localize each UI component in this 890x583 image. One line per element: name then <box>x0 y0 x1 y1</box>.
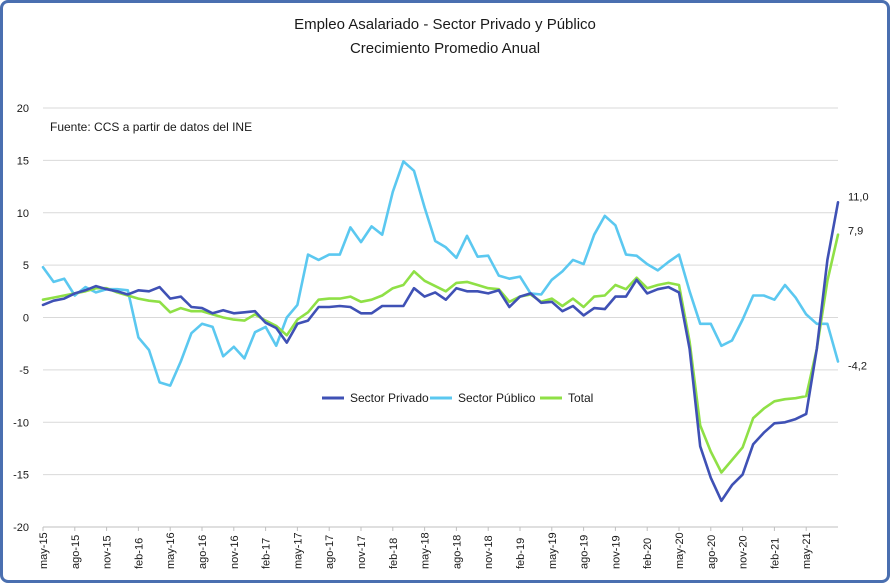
y-tick-label: 20 <box>17 103 29 115</box>
y-tick-label: 10 <box>17 208 29 220</box>
y-tick-label: 0 <box>23 313 29 325</box>
x-tick-label: may-21 <box>801 532 813 569</box>
x-tick-label: may-19 <box>547 532 559 569</box>
series-line-sector-privado <box>41 201 840 503</box>
end-value-label: 7,9 <box>848 226 863 238</box>
end-value-label: 11,0 <box>848 191 869 203</box>
x-tick-label: may-15 <box>38 532 50 569</box>
y-tick-label: -5 <box>19 365 29 377</box>
x-tick-label: ago-20 <box>706 535 718 569</box>
gridlines <box>43 107 838 528</box>
source-note: Fuente: CCS a partir de datos del INE <box>50 120 252 134</box>
x-axis-ticks: may-15 ago-15 nov-15 feb-16 may-16 ago-16 nov-… <box>38 527 813 569</box>
x-tick-label: feb-18 <box>388 538 400 569</box>
x-tick-label: may-20 <box>674 532 686 569</box>
x-tick-label: ago-19 <box>579 535 591 569</box>
x-tick-label: feb-20 <box>642 538 654 569</box>
x-tick-label: feb-17 <box>261 538 273 569</box>
x-tick-label: may-18 <box>420 532 432 569</box>
x-tick-label: nov-20 <box>738 535 750 569</box>
x-tick-label: ago-15 <box>70 535 82 569</box>
x-tick-label: nov-17 <box>356 535 368 569</box>
end-labels: 11,0 7,9 -4,2 <box>848 191 869 372</box>
end-value-label: -4,2 <box>848 360 867 372</box>
x-tick-label: feb-16 <box>133 538 145 569</box>
x-tick-label: nov-16 <box>229 535 241 569</box>
y-tick-label: -10 <box>13 417 29 429</box>
chart-title: Empleo Asalariado - Sector Privado y Púb… <box>294 16 596 33</box>
legend-label: Sector Privado <box>350 391 429 405</box>
y-tick-label: -15 <box>13 470 29 482</box>
x-tick-label: nov-15 <box>102 535 114 569</box>
x-tick-label: nov-19 <box>610 535 622 569</box>
y-tick-label: 15 <box>17 155 29 167</box>
series-line-total <box>41 233 840 474</box>
x-tick-label: may-17 <box>292 532 304 569</box>
x-tick-label: ago-17 <box>324 535 336 569</box>
x-tick-label: feb-19 <box>515 538 527 569</box>
y-tick-label: -20 <box>13 522 29 534</box>
x-tick-label: ago-16 <box>197 535 209 569</box>
x-tick-label: ago-18 <box>451 535 463 569</box>
x-tick-label: may-16 <box>165 532 177 569</box>
y-tick-label: 5 <box>23 260 29 272</box>
x-tick-label: feb-21 <box>769 538 781 569</box>
y-axis-ticks: 20 15 10 5 0 -5 -10 -15 -20 <box>13 103 29 534</box>
legend: Sector Privado Sector Público Total <box>322 391 593 405</box>
chart-subtitle: Crecimiento Promedio Anual <box>349 40 541 57</box>
x-tick-label: nov-18 <box>483 535 495 569</box>
legend-label: Sector Público <box>458 391 536 405</box>
series-line-sector-p-blico <box>41 160 840 387</box>
legend-label: Total <box>568 391 593 405</box>
series-lines <box>41 160 840 503</box>
